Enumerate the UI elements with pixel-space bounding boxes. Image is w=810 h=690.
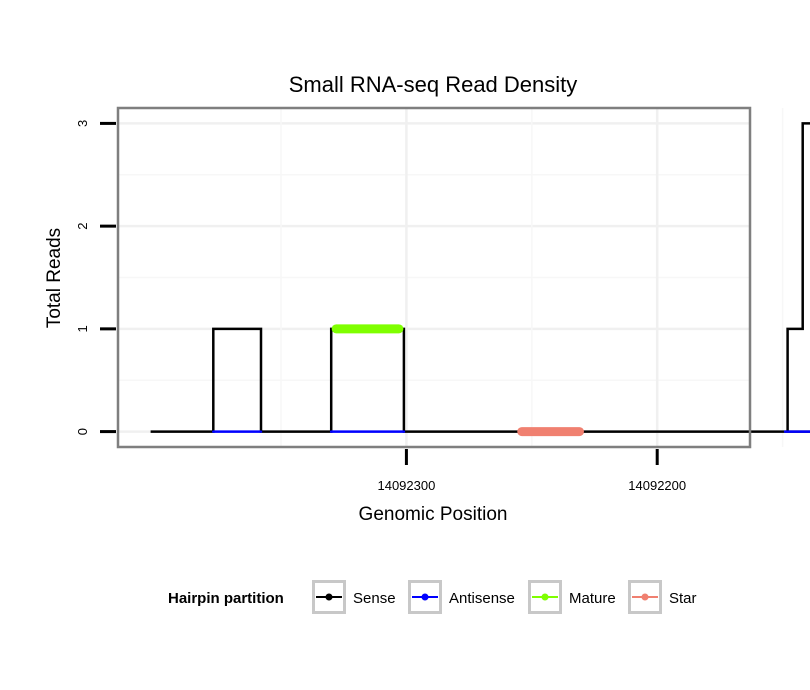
legend-dot-sense: [325, 593, 333, 601]
x-axis-label: Genomic Position: [359, 504, 508, 525]
x-tick-label: 14092300: [377, 478, 435, 493]
chart-title: Small RNA-seq Read Density: [289, 72, 578, 97]
y-axis-label: Total Reads: [44, 228, 65, 328]
legend-label-sense: Sense: [353, 590, 396, 607]
legend-label-mature: Mature: [569, 590, 616, 607]
legend-dot-mature: [541, 593, 549, 601]
series-sense-line: [150, 122, 810, 433]
y-tick-label: 0: [75, 428, 90, 435]
axes: 0 1 2 3 14092300 14092200: [75, 120, 686, 493]
legend-title: Hairpin partition: [168, 590, 284, 607]
legend-dot-star: [641, 593, 649, 601]
plot-border: [116, 106, 752, 449]
legend-label-star: Star: [669, 590, 697, 607]
y-tick-label: 3: [75, 120, 90, 127]
legend: Hairpin partition Sense Antisense Mature St…: [168, 580, 697, 614]
grid: [118, 108, 784, 447]
y-tick-label: 1: [75, 325, 90, 332]
legend-dot-antisense: [421, 593, 429, 601]
data-layer: [150, 122, 810, 437]
legend-label-antisense: Antisense: [449, 590, 515, 607]
y-tick-label: 2: [75, 223, 90, 230]
x-tick-label: 14092200: [628, 478, 686, 493]
